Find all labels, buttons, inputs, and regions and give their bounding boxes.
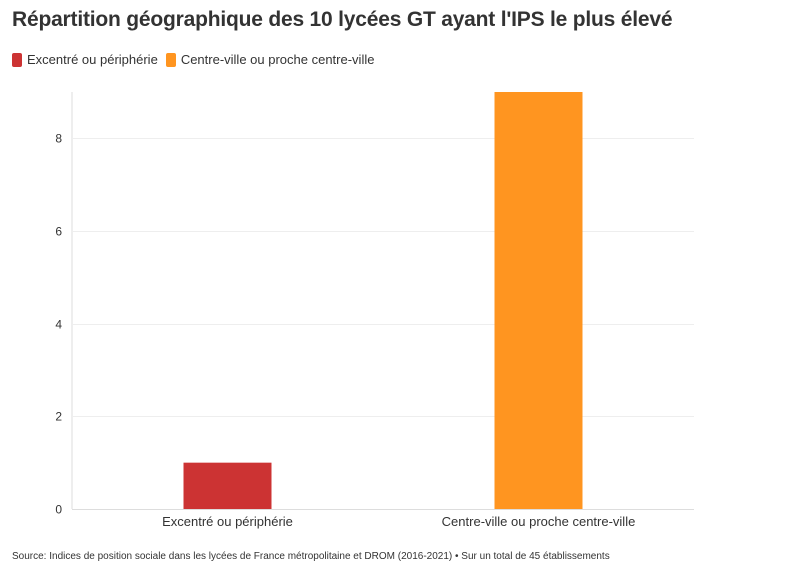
bar[interactable] (183, 462, 272, 509)
legend-label-excentre: Excentré ou périphérie (27, 52, 158, 67)
y-tick-label: 2 (55, 410, 62, 424)
legend-swatch-centre-ville (165, 52, 176, 67)
y-tick-label: 6 (55, 225, 62, 239)
legend: Excentré ou périphérie Centre-ville ou p… (12, 52, 382, 67)
y-tick-label: 0 (55, 503, 62, 517)
legend-item-excentre[interactable]: Excentré ou périphérie (12, 52, 158, 67)
chart-title: Répartition géographique des 10 lycées G… (12, 8, 673, 31)
source-note: Source: Indices de position sociale dans… (12, 551, 610, 562)
y-tick-label: 8 (55, 132, 62, 146)
x-tick-label: Centre-ville ou proche centre-ville (442, 514, 636, 529)
x-tick-label: Excentré ou périphérie (162, 514, 293, 529)
y-tick-label: 4 (55, 318, 62, 332)
legend-swatch-excentre (12, 52, 22, 67)
bar[interactable] (494, 92, 583, 509)
legend-item-centre-ville[interactable]: Centre-ville ou proche centre-ville (165, 52, 375, 67)
legend-label-centre-ville: Centre-ville ou proche centre-ville (180, 52, 375, 67)
